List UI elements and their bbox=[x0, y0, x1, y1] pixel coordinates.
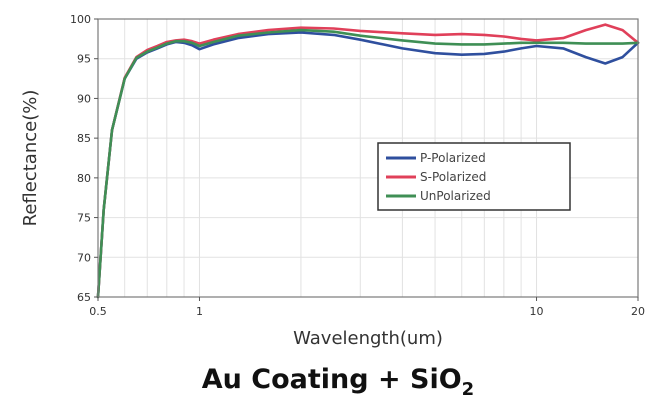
y-tick-label: 100 bbox=[70, 13, 91, 26]
x-axis-title: Wavelength(um) bbox=[293, 328, 443, 349]
legend-label: S-Polarized bbox=[420, 170, 486, 184]
y-axis-title: Reflectance(%) bbox=[20, 90, 41, 227]
series-line bbox=[96, 28, 640, 299]
y-tick-label: 90 bbox=[77, 92, 91, 105]
y-tick-label: 70 bbox=[77, 251, 91, 264]
y-tick-label: 95 bbox=[77, 53, 91, 66]
y-axis-ticks: 65 70 75 80 85 90 95 100 bbox=[70, 13, 98, 304]
legend: P-Polarized S-Polarized UnPolarized bbox=[377, 142, 571, 211]
y-tick-label: 75 bbox=[77, 212, 91, 225]
x-tick-label: 20 bbox=[631, 305, 645, 318]
x-axis-ticks: 0.5 1 10 20 bbox=[89, 297, 645, 318]
legend-label: UnPolarized bbox=[420, 189, 491, 203]
chart-title: Au Coating + SiO2 bbox=[202, 364, 474, 399]
chart-title-main: Au Coating + SiO bbox=[202, 364, 462, 395]
y-tick-label: 85 bbox=[77, 132, 91, 145]
x-tick-label: 0.5 bbox=[89, 305, 107, 318]
x-tick-label: 1 bbox=[196, 305, 203, 318]
legend-label: P-Polarized bbox=[420, 151, 486, 165]
x-tick-label: 10 bbox=[530, 305, 544, 318]
plot-frame bbox=[97, 18, 639, 298]
y-tick-label: 65 bbox=[77, 291, 91, 304]
series-layer bbox=[96, 23, 640, 299]
chart-title-subscript: 2 bbox=[462, 379, 475, 399]
y-tick-label: 80 bbox=[77, 172, 91, 185]
